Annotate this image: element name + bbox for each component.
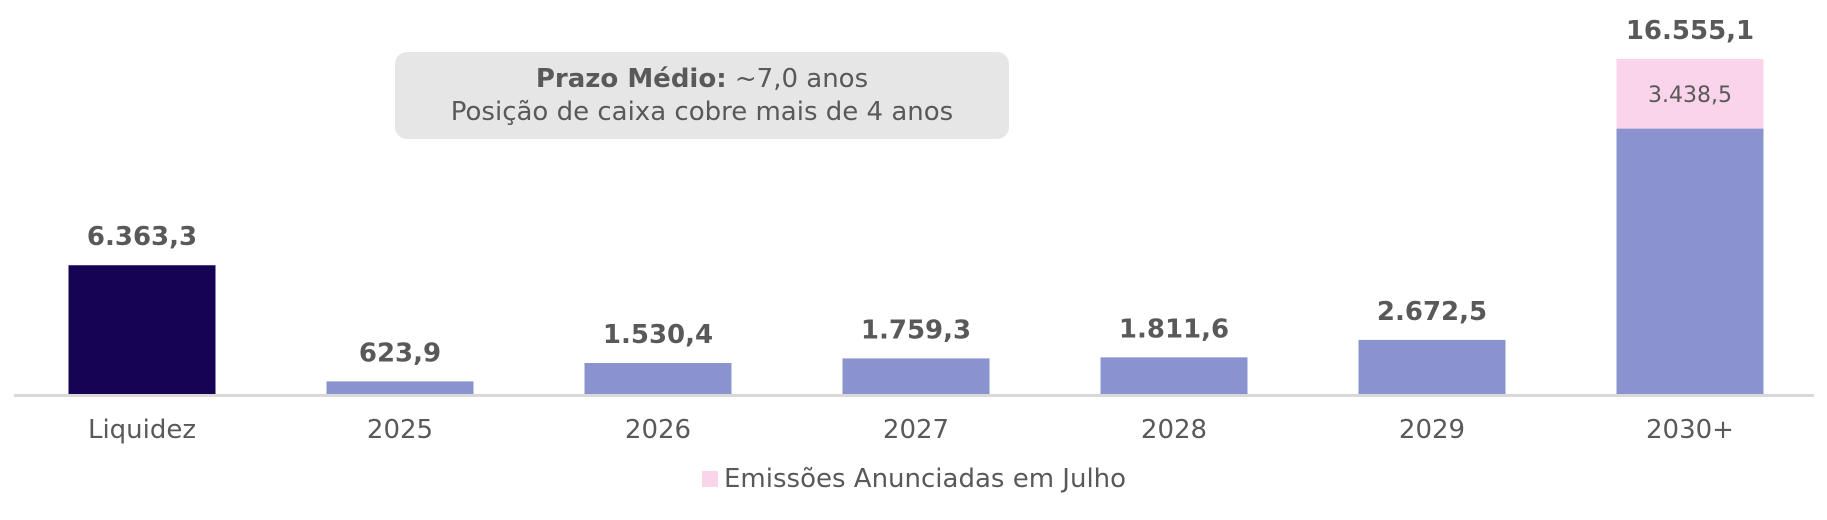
value-label-2025: 623,9 [359, 338, 441, 368]
bar-segment-emissoes-2030+ [1616, 59, 1764, 129]
bar-2029 [1358, 339, 1506, 394]
value-label-liquidez: 6.363,3 [87, 222, 197, 252]
category-label-2029: 2029 [1399, 415, 1465, 445]
bar-2025 [326, 381, 474, 394]
bar-2028 [1100, 357, 1248, 394]
value-label-2028: 1.811,6 [1119, 314, 1229, 344]
callout-line-1: Prazo Médio: ~7,0 anos [395, 63, 1009, 96]
segment-label-2030+: 3.438,5 [1648, 83, 1732, 108]
legend: Emissões Anunciadas em Julho [702, 462, 1126, 496]
category-label-2026: 2026 [625, 415, 691, 445]
bar-2027 [842, 358, 990, 394]
category-label-2028: 2028 [1141, 415, 1207, 445]
bar-liquidez [68, 265, 216, 394]
bar-2026 [584, 363, 732, 394]
callout-title: Prazo Médio: [535, 64, 727, 94]
category-label-2025: 2025 [367, 415, 433, 445]
value-label-2029: 2.672,5 [1377, 297, 1487, 327]
category-label-2027: 2027 [883, 415, 949, 445]
value-label-2026: 1.530,4 [603, 320, 713, 350]
callout-line-2: Posição de caixa cobre mais de 4 anos [450, 97, 954, 127]
average-term-callout: Prazo Médio: ~7,0 anos Posição de caixa … [395, 52, 1009, 139]
category-label-2030+: 2030+ [1646, 415, 1734, 445]
category-label-liquidez: Liquidez [88, 415, 196, 445]
legend-swatch [702, 471, 718, 487]
legend-label: Emissões Anunciadas em Julho [724, 464, 1127, 494]
value-label-2030+: 16.555,1 [1626, 16, 1754, 46]
callout-value: ~7,0 anos [726, 64, 869, 94]
bar-2030+ [1616, 128, 1764, 394]
value-label-2027: 1.759,3 [861, 315, 971, 345]
